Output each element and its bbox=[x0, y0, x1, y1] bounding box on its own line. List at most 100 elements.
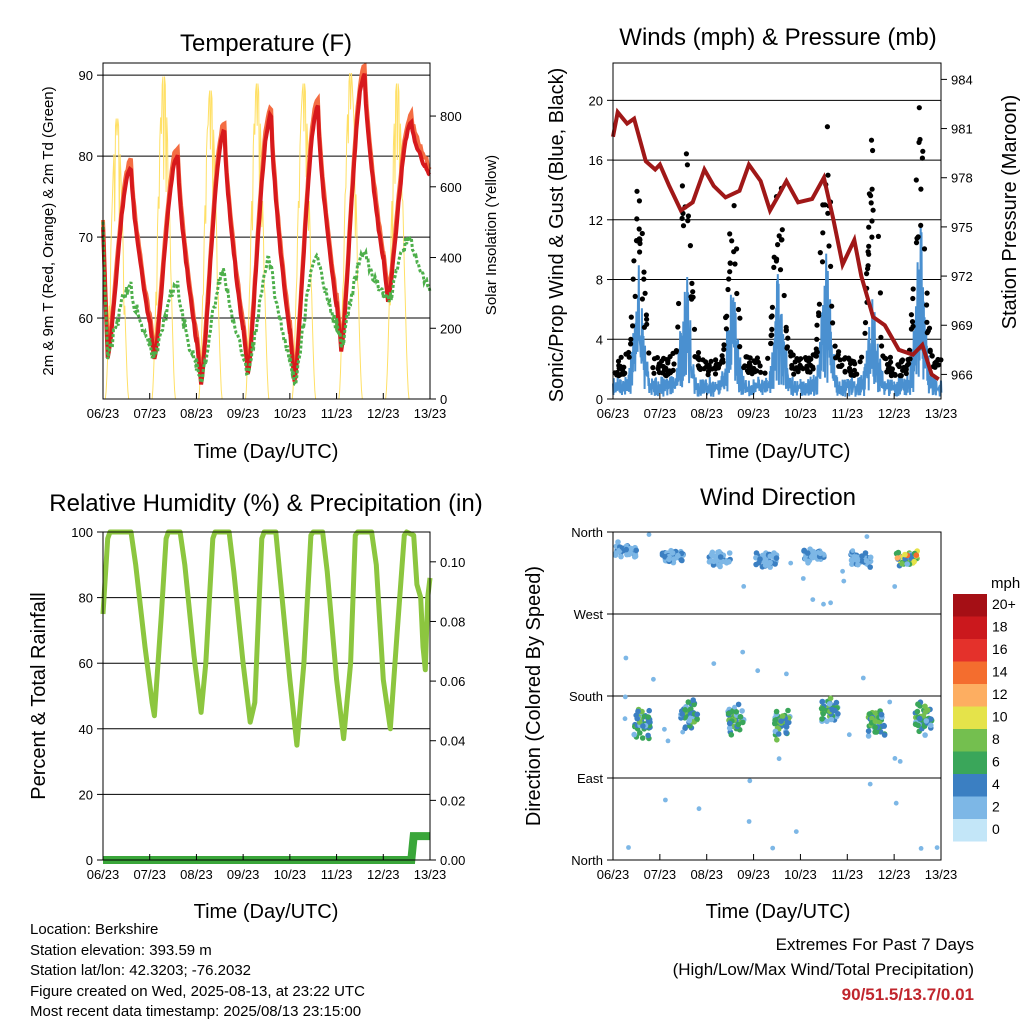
direction-point bbox=[830, 707, 836, 713]
temperature-y-ticks: 60 70 80 90 bbox=[79, 68, 103, 326]
colorbar-tick-label: 4 bbox=[992, 776, 1000, 792]
gust-point bbox=[828, 263, 834, 269]
colorbar-swatch bbox=[953, 639, 987, 662]
x-tick-label: 10/23 bbox=[784, 406, 817, 421]
gust-point bbox=[615, 358, 622, 364]
direction-point bbox=[682, 707, 688, 713]
direction-point bbox=[826, 701, 833, 707]
gust-point bbox=[737, 315, 743, 321]
direction-point bbox=[827, 695, 834, 702]
gust-point bbox=[913, 177, 919, 183]
gust-point bbox=[868, 193, 874, 199]
precip-line bbox=[103, 832, 430, 864]
gust-point bbox=[808, 362, 814, 368]
x-tick-label: 06/23 bbox=[87, 406, 120, 421]
direction-point bbox=[666, 556, 672, 563]
gust-point bbox=[910, 295, 916, 302]
gust-point bbox=[644, 321, 650, 327]
direction-point bbox=[767, 553, 774, 559]
y-tick-label-right: 800 bbox=[440, 109, 462, 124]
gust-point bbox=[917, 136, 923, 143]
gust-point bbox=[791, 371, 797, 377]
recent-timestamp: Most recent data timestamp: 2025/08/13 2… bbox=[30, 1003, 362, 1020]
direction-point bbox=[741, 584, 747, 589]
humidity-series bbox=[100, 529, 433, 864]
gust-point bbox=[706, 362, 712, 368]
gust-point bbox=[726, 276, 732, 282]
y-tick-label: South bbox=[569, 689, 603, 704]
gust-point bbox=[735, 306, 742, 313]
x-tick-label: 11/23 bbox=[321, 406, 353, 421]
direction-point bbox=[916, 715, 923, 722]
direction-point bbox=[913, 552, 920, 558]
gust-point bbox=[817, 250, 823, 256]
colorbar-swatch bbox=[953, 751, 987, 774]
direction-xlabel: Time (Day/UTC) bbox=[706, 901, 851, 923]
temperature-plot-frame bbox=[102, 62, 431, 400]
colorbar-swatch bbox=[953, 684, 987, 707]
direction-point bbox=[911, 558, 917, 565]
gust-point bbox=[712, 371, 719, 377]
direction-y-ticks: North East South West North bbox=[569, 525, 613, 868]
y-tick-label: North bbox=[571, 853, 603, 868]
direction-gridlines bbox=[613, 613, 941, 779]
direction-point bbox=[902, 551, 908, 558]
direction-point bbox=[678, 557, 684, 563]
gust-point bbox=[754, 355, 761, 361]
gust-point bbox=[769, 326, 775, 332]
direction-point bbox=[793, 829, 799, 834]
direction-point bbox=[867, 554, 874, 561]
gust-point bbox=[868, 137, 875, 143]
direction-point bbox=[633, 547, 639, 554]
gust-point bbox=[617, 363, 623, 369]
gust-point bbox=[758, 369, 764, 375]
gust-point bbox=[779, 237, 785, 243]
y-tick-label: 90 bbox=[79, 68, 93, 83]
temperature-xlabel: Time (Day/UTC) bbox=[194, 441, 339, 463]
y-tick-label: 100 bbox=[71, 525, 93, 540]
gust-point bbox=[798, 356, 804, 362]
gust-point bbox=[789, 362, 795, 369]
gust-point bbox=[737, 344, 743, 350]
wind-speed-line bbox=[612, 225, 943, 397]
x-tick-label: 09/23 bbox=[737, 867, 770, 882]
gust-point bbox=[679, 215, 685, 221]
direction-point bbox=[663, 797, 668, 803]
direction-point bbox=[665, 738, 671, 744]
x-tick-label: 12/23 bbox=[878, 867, 911, 882]
gust-point bbox=[909, 319, 916, 325]
gust-point bbox=[919, 155, 926, 161]
gust-point bbox=[662, 372, 669, 378]
winds-y-ticks: 0 4 8 12 16 20 bbox=[589, 93, 613, 407]
gust-point bbox=[915, 234, 921, 240]
direction-point bbox=[694, 716, 700, 722]
direction-point bbox=[669, 550, 676, 556]
gust-point bbox=[661, 367, 668, 373]
direction-point bbox=[691, 701, 697, 708]
direction-point bbox=[872, 710, 879, 716]
direction-point bbox=[651, 676, 656, 682]
colorbar-tick-label: 20+ bbox=[992, 596, 1016, 612]
x-tick-label: 06/23 bbox=[87, 867, 120, 882]
x-tick-label: 08/23 bbox=[180, 406, 213, 421]
gust-point bbox=[632, 293, 638, 299]
direction-point bbox=[846, 732, 852, 738]
gust-point bbox=[769, 304, 776, 310]
gust-point bbox=[628, 336, 634, 342]
gust-point bbox=[762, 370, 768, 376]
direction-point bbox=[785, 707, 791, 714]
gust-point bbox=[700, 357, 706, 363]
direction-point bbox=[881, 722, 887, 729]
winds-title: Winds (mph) & Pressure (mb) bbox=[619, 24, 936, 51]
humidity-line bbox=[100, 529, 433, 748]
direction-point bbox=[645, 732, 651, 739]
direction-point bbox=[645, 714, 651, 720]
winds-series bbox=[611, 105, 944, 397]
gust-point bbox=[779, 227, 785, 233]
y-tick-label-right: 966 bbox=[951, 367, 973, 382]
direction-point bbox=[725, 710, 732, 717]
gust-point bbox=[870, 147, 876, 154]
direction-point bbox=[762, 562, 769, 568]
gust-point bbox=[865, 266, 871, 272]
direction-point bbox=[770, 845, 776, 851]
